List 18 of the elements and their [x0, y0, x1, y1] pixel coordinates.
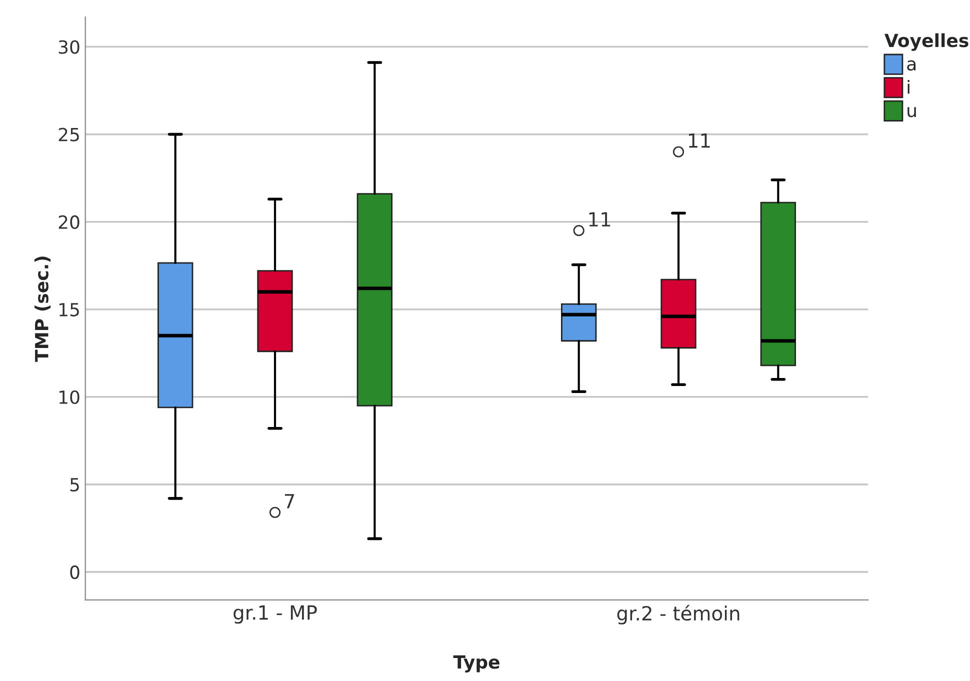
y-tick-label: 5 [70, 478, 79, 492]
x-axis-title: Type [453, 655, 500, 672]
y-tick-label: 0 [70, 565, 80, 580]
y-tick-label: 10 [60, 390, 80, 404]
annotation: 11 [589, 212, 610, 226]
legend-label: u [908, 106, 916, 118]
annotation: 11 [688, 133, 710, 148]
annotation: 7 [284, 494, 294, 508]
x-tick-label: gr.2 - témoin [617, 604, 740, 624]
y-tick-label: 25 [58, 128, 79, 142]
legend-title: Voyelles [884, 33, 968, 51]
legend-label: i [908, 80, 910, 94]
y-tick-label: 15 [60, 303, 79, 316]
legend-label: a [907, 60, 916, 71]
y-axis-title: TMP (sec.) [34, 256, 51, 362]
y-tick-label: 30 [58, 40, 80, 54]
x-tick-label: gr.1 - MP [234, 605, 317, 624]
y-tick-label: 20 [58, 215, 80, 229]
